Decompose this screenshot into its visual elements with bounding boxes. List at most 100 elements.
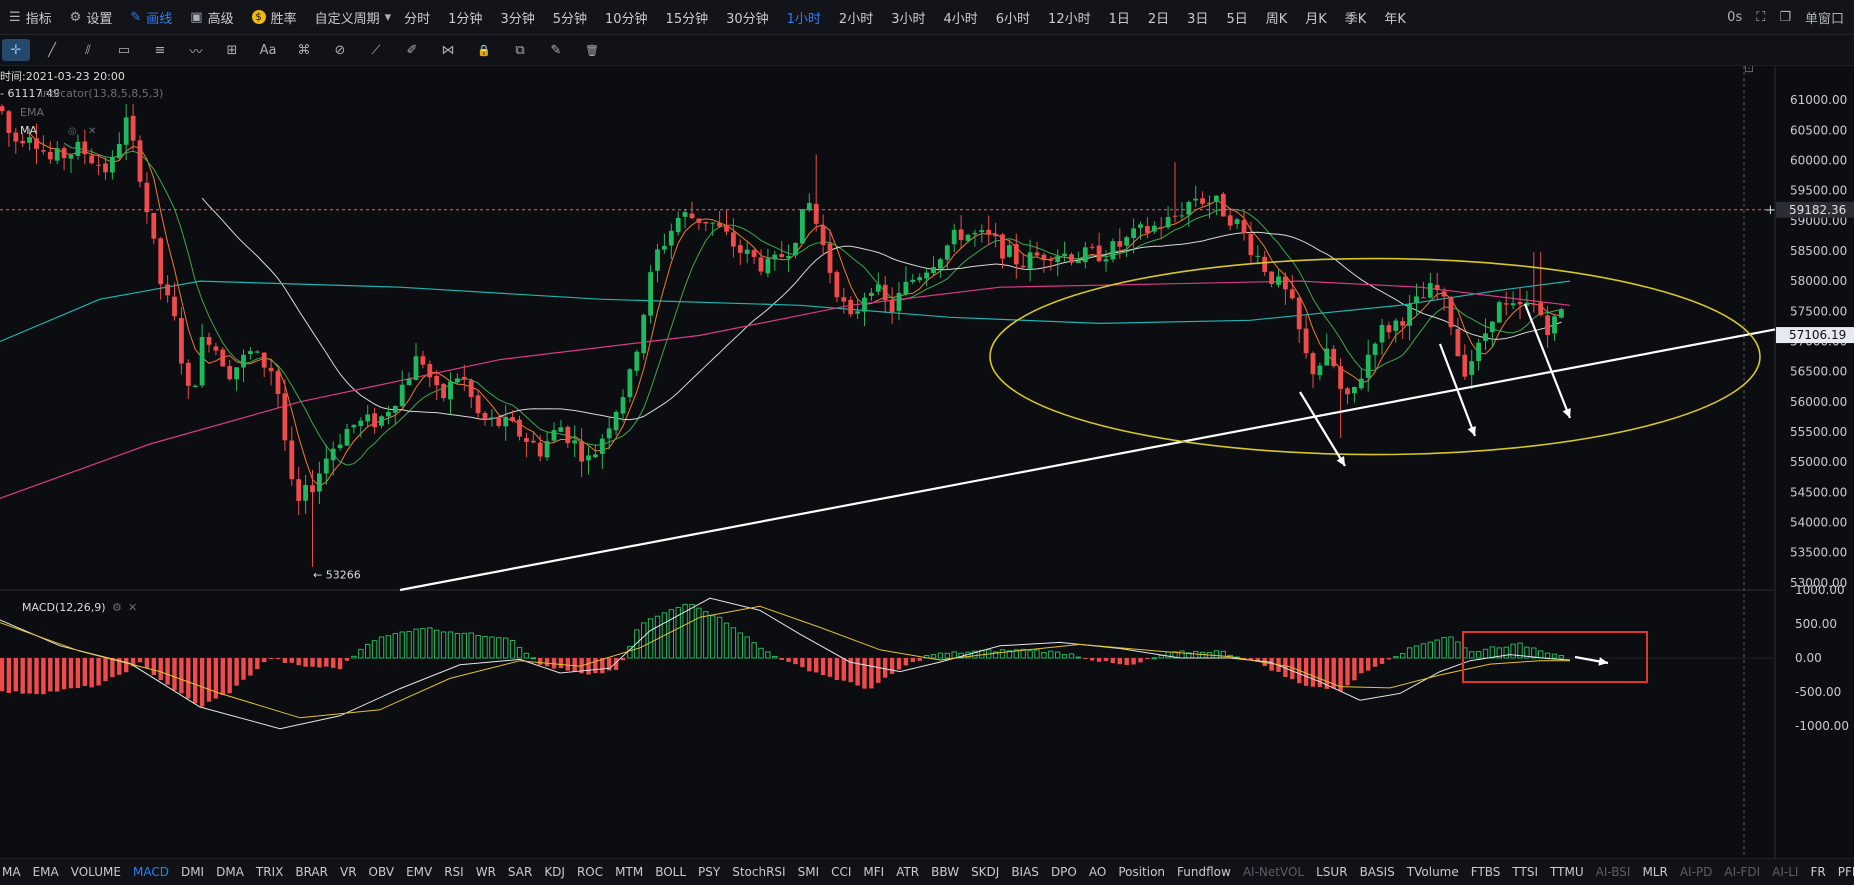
brush-icon[interactable]: ✐ bbox=[406, 42, 418, 58]
period-tab[interactable]: 分时 bbox=[404, 11, 431, 27]
indicator-tab[interactable]: BASIS bbox=[1359, 865, 1395, 879]
indicator-tab[interactable]: MTM bbox=[615, 865, 644, 879]
indicator-tab[interactable]: BIAS bbox=[1011, 865, 1039, 879]
indicator-tab[interactable]: DPO bbox=[1050, 865, 1077, 879]
period-tab[interactable]: 2小时 bbox=[838, 11, 874, 27]
period-tab[interactable]: 6小时 bbox=[995, 11, 1031, 27]
fib-icon[interactable]: ≡ bbox=[154, 42, 166, 58]
toolbar-briefcase-button[interactable]: ▣ 高级 bbox=[181, 0, 242, 34]
highlight-box[interactable] bbox=[1462, 631, 1648, 683]
indicator-tab[interactable]: MA bbox=[2, 865, 21, 879]
indicator-tab[interactable]: BBW bbox=[931, 865, 960, 879]
layout-button[interactable]: 单窗口 bbox=[1804, 11, 1844, 27]
copy-icon[interactable]: ⧉ bbox=[515, 42, 525, 58]
window-icon[interactable]: ❐ bbox=[1779, 9, 1791, 25]
hide-icon[interactable]: ⊘ bbox=[334, 42, 346, 58]
indicator-tab[interactable]: StochRSI bbox=[732, 865, 786, 879]
indicator-tab[interactable]: AI-LI bbox=[1772, 865, 1799, 879]
indicator-tab[interactable]: KDJ bbox=[544, 865, 565, 879]
toolbar-pencil-button[interactable]: ✎ 画线 bbox=[121, 0, 181, 34]
rectangle-icon[interactable]: ▭ bbox=[117, 42, 131, 58]
period-tab[interactable]: 4小时 bbox=[943, 11, 978, 27]
period-tab[interactable]: 年K bbox=[1384, 11, 1406, 27]
indicator-tab[interactable]: ATR bbox=[896, 865, 920, 879]
arrow-down-2[interactable] bbox=[1438, 343, 1477, 437]
indicator-tab[interactable]: RSI bbox=[444, 865, 464, 879]
arrow-down-3[interactable] bbox=[1523, 303, 1572, 419]
period-tab[interactable]: 12小时 bbox=[1048, 11, 1091, 27]
period-tab[interactable]: 2日 bbox=[1147, 11, 1170, 27]
indicator-tab[interactable]: TVolume bbox=[1406, 865, 1459, 879]
indicator-tab[interactable]: FR bbox=[1810, 865, 1826, 879]
trend-line[interactable] bbox=[399, 328, 1776, 592]
indicator-tab[interactable]: FTBS bbox=[1470, 865, 1501, 879]
indicator-tab[interactable]: ROC bbox=[576, 865, 604, 879]
ruler-icon[interactable]: ⟋ bbox=[371, 42, 381, 58]
indicator-tab[interactable]: SMI bbox=[797, 865, 820, 879]
indicator-tab[interactable]: VR bbox=[339, 865, 357, 879]
indicator-tab[interactable]: TTMU bbox=[1550, 865, 1584, 879]
indicator-tab[interactable]: MFI bbox=[863, 865, 885, 879]
indicator-tab[interactable]: Fundflow bbox=[1177, 865, 1231, 879]
trash-icon[interactable]: 🗑 bbox=[585, 43, 599, 57]
period-tab[interactable]: 3分钟 bbox=[500, 11, 535, 27]
fullscreen-icon[interactable]: ⛶ bbox=[1756, 9, 1766, 25]
indicator-tab[interactable]: SKDJ bbox=[971, 865, 1000, 879]
indicator-tab[interactable]: WR bbox=[475, 865, 496, 879]
custom-period-button[interactable]: 自定义周期 ▾ bbox=[306, 0, 401, 34]
toolbar-coin-button[interactable]: $ 胜率 bbox=[243, 0, 306, 34]
indicator-tab[interactable]: CCI bbox=[831, 865, 852, 879]
wave-icon[interactable]: 〰 bbox=[189, 44, 203, 60]
indicator-tab[interactable]: MACD bbox=[132, 865, 169, 879]
indicator-tab[interactable]: MLR bbox=[1642, 865, 1668, 879]
period-tab[interactable]: 月K bbox=[1305, 11, 1327, 27]
period-tab[interactable]: 3小时 bbox=[891, 11, 926, 27]
indicator-tab[interactable]: BRAR bbox=[295, 865, 328, 879]
indicator-tab[interactable]: PSY bbox=[698, 865, 721, 879]
parallel-lines-icon[interactable]: ⫽ bbox=[85, 42, 91, 58]
period-tab[interactable]: 1分钟 bbox=[448, 11, 483, 27]
period-tab[interactable]: 季K bbox=[1344, 11, 1367, 27]
highlight-ellipse[interactable] bbox=[989, 257, 1761, 456]
toolbar-menu-button[interactable]: ☰ 指标 bbox=[0, 0, 61, 34]
indicator-tab[interactable]: VOLUME bbox=[70, 865, 121, 879]
text-icon[interactable]: Aa bbox=[259, 42, 277, 58]
indicator-tab[interactable]: TRIX bbox=[255, 865, 284, 879]
indicator-tab[interactable]: Position bbox=[1118, 865, 1166, 879]
indicator-tab[interactable]: AO bbox=[1088, 865, 1107, 879]
period-tab[interactable]: 1小时 bbox=[786, 11, 821, 27]
indicator-tab[interactable]: SAR bbox=[507, 865, 533, 879]
period-tab[interactable]: 周K bbox=[1265, 11, 1288, 27]
toolbar-gear-button[interactable]: ⚙ 设置 bbox=[61, 0, 122, 34]
indicator-tab[interactable]: AI-NetVOL bbox=[1242, 865, 1305, 879]
trend-line-icon[interactable]: ╱ bbox=[48, 42, 56, 58]
indicator-tab[interactable]: AI-BSI bbox=[1595, 865, 1631, 879]
template-icon[interactable]: ✎ bbox=[550, 42, 562, 58]
price-chart[interactable]: 61000.0060500.0060000.0059500.0059000.00… bbox=[0, 66, 1854, 858]
pattern-icon[interactable]: ⋈ bbox=[441, 42, 455, 58]
indicator-tab[interactable]: OBV bbox=[368, 865, 395, 879]
period-tab[interactable]: 15分钟 bbox=[665, 11, 709, 27]
indicator-tab[interactable]: PFR bbox=[1837, 865, 1854, 879]
indicator-tab[interactable]: AI-FDI bbox=[1724, 865, 1761, 879]
add-level-icon[interactable]: + bbox=[1765, 203, 1776, 218]
arrow-down-1[interactable] bbox=[1299, 391, 1346, 467]
crosshair-icon[interactable]: ✛ bbox=[2, 39, 30, 61]
indicator-tab[interactable]: DMA bbox=[216, 865, 244, 879]
period-tab[interactable]: 30分钟 bbox=[726, 11, 769, 27]
indicator-tab[interactable]: AI-PD bbox=[1679, 865, 1713, 879]
period-tab[interactable]: 3日 bbox=[1187, 11, 1209, 27]
indicator-tab[interactable]: EMA bbox=[32, 865, 59, 879]
indicator-tab[interactable]: BOLL bbox=[655, 865, 687, 879]
lock-icon[interactable]: 🔒 bbox=[477, 43, 491, 57]
measure-icon[interactable]: ⊞ bbox=[226, 42, 238, 58]
indicator-tab[interactable]: EMV bbox=[406, 865, 433, 879]
period-tab[interactable]: 1日 bbox=[1108, 11, 1130, 27]
period-tab[interactable]: 10分钟 bbox=[605, 11, 648, 27]
indicator-tab[interactable]: DMI bbox=[180, 865, 205, 879]
indicator-tab[interactable]: LSUR bbox=[1316, 865, 1348, 879]
period-tab[interactable]: 5分钟 bbox=[552, 11, 587, 27]
indicator-tab[interactable]: TTSI bbox=[1512, 865, 1539, 879]
period-tab[interactable]: 5日 bbox=[1226, 11, 1248, 27]
magnet-icon[interactable]: ⌘ bbox=[297, 42, 311, 58]
